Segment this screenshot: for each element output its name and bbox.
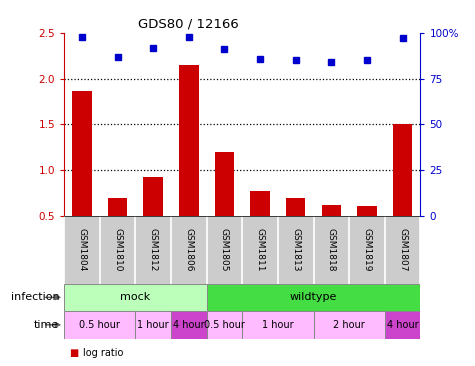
Text: GSM1805: GSM1805 [220,228,229,272]
Text: 2 hour: 2 hour [333,320,365,330]
Text: mock: mock [120,292,151,302]
Text: 4 hour: 4 hour [173,320,205,330]
Text: GSM1807: GSM1807 [398,228,407,272]
Bar [215,152,234,262]
Text: GSM1812: GSM1812 [149,228,158,272]
Text: GSM1819: GSM1819 [362,228,371,272]
Bar [242,311,314,339]
Text: time: time [34,320,59,330]
Text: 0.5 hour: 0.5 hour [79,320,120,330]
Bar [72,90,92,262]
Bar [179,65,199,262]
Text: ■: ■ [69,348,78,358]
Text: wildtype: wildtype [290,292,337,302]
Bar [314,311,385,339]
Bar [250,191,270,262]
Text: GSM1804: GSM1804 [77,228,86,272]
Bar [393,124,412,262]
Bar [135,311,171,339]
Text: log ratio: log ratio [83,348,124,358]
Text: 4 hour: 4 hour [387,320,418,330]
Text: 0.5 hour: 0.5 hour [204,320,245,330]
Text: GSM1810: GSM1810 [113,228,122,272]
Text: 1 hour: 1 hour [137,320,169,330]
Bar [108,198,127,262]
Bar [64,311,135,339]
Text: GSM1806: GSM1806 [184,228,193,272]
Text: GSM1813: GSM1813 [291,228,300,272]
Text: infection: infection [11,292,59,302]
Bar [64,284,207,311]
Bar [385,311,420,339]
Bar [207,311,242,339]
Bar [286,198,305,262]
Text: GSM1811: GSM1811 [256,228,265,272]
Text: GSM1818: GSM1818 [327,228,336,272]
Text: 1 hour: 1 hour [262,320,294,330]
Bar [143,177,163,262]
Bar [322,205,341,262]
Bar [207,284,420,311]
Bar [171,311,207,339]
Bar [357,206,377,262]
Title: GDS80 / 12166: GDS80 / 12166 [138,17,239,30]
